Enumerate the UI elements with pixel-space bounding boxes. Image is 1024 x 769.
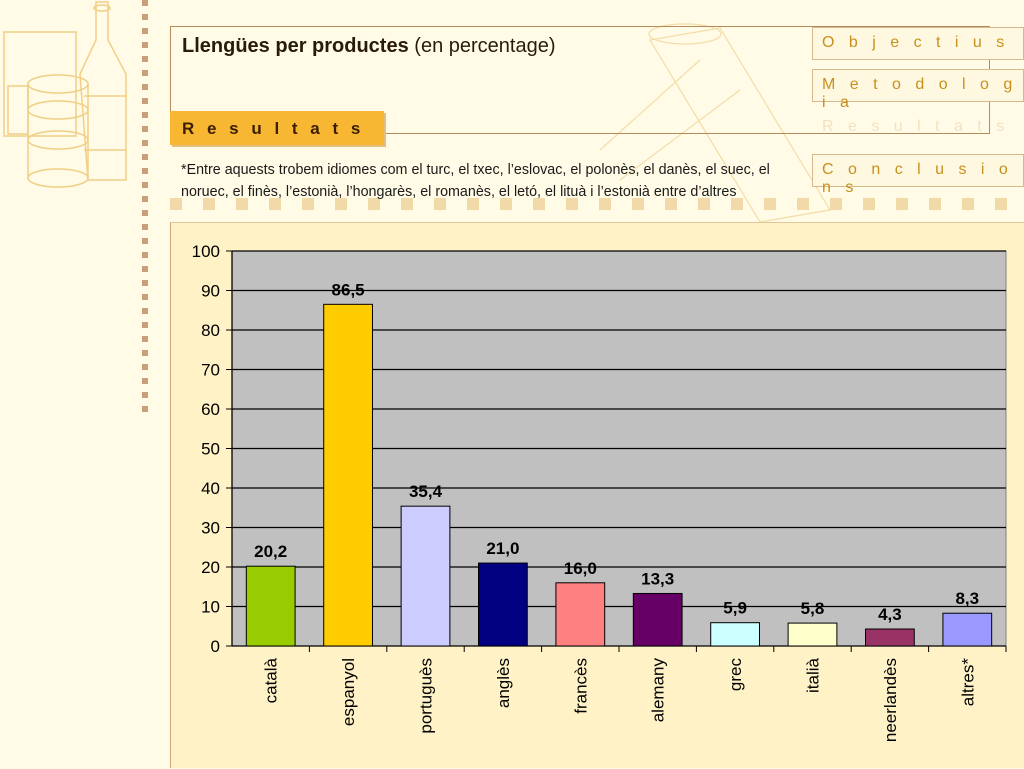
y-tick-label: 30 bbox=[201, 519, 220, 538]
y-tick-label: 100 bbox=[192, 242, 220, 261]
bar bbox=[245, 565, 296, 647]
nav-resultats-label: R e s u l t a t s bbox=[822, 118, 1010, 135]
x-tick-label: català bbox=[262, 657, 281, 703]
page-title-suffix: (en percentage) bbox=[414, 35, 556, 57]
data-label: 8,3 bbox=[955, 589, 979, 608]
x-tick-label: anglès bbox=[494, 658, 513, 708]
nav-metodologia-label: M e t o d o l o g i a bbox=[822, 76, 1018, 111]
bar bbox=[478, 562, 528, 647]
active-section-label: R e s u l t a t s bbox=[182, 119, 365, 138]
bar bbox=[632, 592, 683, 647]
bar bbox=[323, 303, 373, 647]
y-tick-label: 90 bbox=[201, 282, 220, 301]
bar bbox=[400, 505, 451, 647]
background-illustration bbox=[3, 1, 127, 188]
x-tick-label: altres* bbox=[958, 658, 977, 707]
data-label: 4,3 bbox=[878, 605, 902, 624]
bar-chart: 0 10 20 30 40 50 60 70 80 90 100 20,2 català 86,5 espa… bbox=[192, 242, 1007, 742]
data-label: 86,5 bbox=[332, 280, 365, 299]
x-tick-label: francès bbox=[571, 658, 590, 714]
data-label: 21,0 bbox=[486, 539, 519, 558]
nav-conclusions-button[interactable]: C o n c l u s i o n s bbox=[812, 154, 1024, 196]
data-label: 5,9 bbox=[723, 599, 747, 618]
bar bbox=[710, 622, 760, 647]
x-tick-label: espanyol bbox=[339, 658, 358, 726]
bar bbox=[942, 612, 993, 647]
y-tick-label: 60 bbox=[201, 400, 220, 419]
page-title: Llengües per productes (en percentage) bbox=[182, 35, 555, 58]
bar bbox=[787, 622, 838, 647]
data-label: 20,2 bbox=[254, 542, 287, 561]
nav-metodologia-button[interactable]: M e t o d o l o g i a bbox=[812, 69, 1024, 111]
nav-conclusions-label: C o n c l u s i o n s bbox=[822, 161, 1013, 196]
decorative-dot-column bbox=[142, 0, 148, 420]
nav-objectius-button[interactable]: O b j e c t i u s bbox=[812, 27, 1024, 60]
data-label: 5,8 bbox=[801, 599, 825, 618]
x-tick-label: italià bbox=[804, 657, 823, 693]
y-tick-label: 70 bbox=[201, 361, 220, 380]
x-tick-label: neerlandès bbox=[881, 658, 900, 742]
page-title-main: Llengües per productes bbox=[182, 35, 409, 57]
x-tick-label: grec bbox=[726, 658, 745, 692]
y-tick-label: 0 bbox=[211, 637, 220, 656]
nav-objectius-label: O b j e c t i u s bbox=[822, 34, 1010, 51]
data-label: 16,0 bbox=[564, 559, 597, 578]
y-tick-label: 50 bbox=[201, 440, 220, 459]
chart-container: 0 10 20 30 40 50 60 70 80 90 100 20,2 català 86,5 espa… bbox=[170, 222, 1024, 768]
x-tick-label: alemany bbox=[649, 658, 668, 723]
y-tick-label: 10 bbox=[201, 598, 220, 617]
data-label: 13,3 bbox=[641, 569, 674, 588]
data-label: 35,4 bbox=[409, 482, 443, 501]
footnote-text: *Entre aquests trobem idiomes com el tur… bbox=[181, 162, 770, 200]
bar bbox=[555, 582, 606, 647]
active-section-tab: R e s u l t a t s bbox=[170, 111, 384, 145]
x-tick-label: portuguès bbox=[417, 658, 436, 734]
y-tick-label: 80 bbox=[201, 321, 220, 340]
y-tick-label: 40 bbox=[201, 479, 220, 498]
y-tick-label: 20 bbox=[201, 558, 220, 577]
nav-resultats-button[interactable]: R e s u l t a t s bbox=[812, 111, 1024, 144]
bar bbox=[865, 628, 915, 647]
